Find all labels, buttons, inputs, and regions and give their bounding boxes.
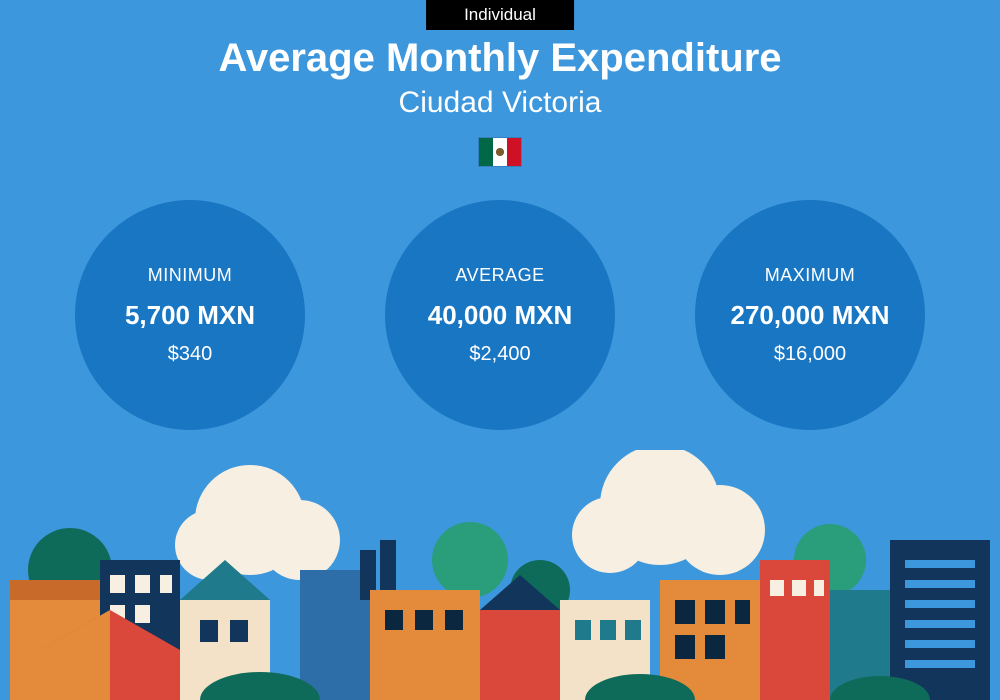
bush-icon — [200, 672, 930, 700]
buildings-mid-icon — [300, 540, 650, 700]
cloud-icon — [175, 450, 765, 580]
flag-stripe-red — [507, 138, 521, 166]
stat-circles-row: MINIMUM 5,700 MXN $340 AVERAGE 40,000 MX… — [0, 200, 1000, 430]
stat-main: 40,000 MXN — [428, 300, 573, 331]
stat-label: MAXIMUM — [765, 265, 856, 286]
stat-sub: $340 — [168, 343, 213, 366]
stat-sub: $16,000 — [774, 343, 846, 366]
flag-emblem-icon — [495, 147, 505, 157]
cityscape-illustration-icon — [0, 450, 1000, 700]
stat-label: MINIMUM — [148, 265, 232, 286]
stat-circle-average: AVERAGE 40,000 MXN $2,400 — [385, 200, 615, 430]
page-title: Average Monthly Expenditure — [0, 36, 1000, 81]
tree-icon — [28, 522, 866, 620]
stat-sub: $2,400 — [469, 343, 530, 366]
category-badge-label: Individual — [464, 5, 536, 24]
stat-main: 270,000 MXN — [731, 300, 890, 331]
buildings-left-icon — [10, 560, 270, 700]
flag-mexico-icon — [479, 138, 521, 166]
stat-label: AVERAGE — [455, 265, 544, 286]
category-badge: Individual — [426, 0, 574, 30]
stat-circle-minimum: MINIMUM 5,700 MXN $340 — [75, 200, 305, 430]
buildings-right-icon — [660, 540, 990, 700]
city-subtitle: Ciudad Victoria — [0, 86, 1000, 120]
infographic-canvas: Individual Average Monthly Expenditure C… — [0, 0, 1000, 700]
flag-stripe-green — [479, 138, 493, 166]
stat-main: 5,700 MXN — [125, 300, 255, 331]
stat-circle-maximum: MAXIMUM 270,000 MXN $16,000 — [695, 200, 925, 430]
